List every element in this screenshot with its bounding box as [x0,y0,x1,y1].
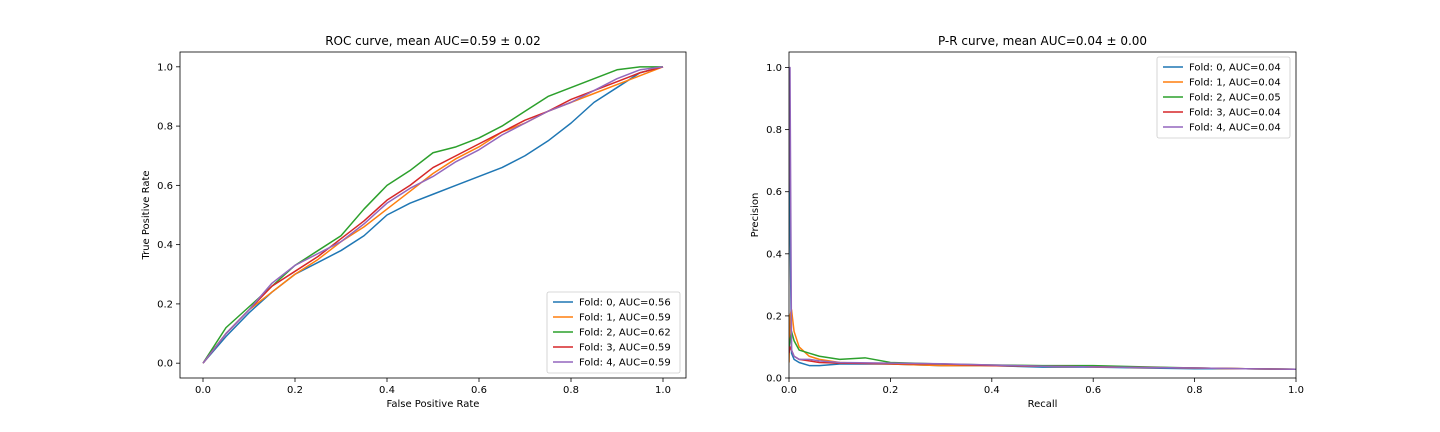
roc-x-tick-label: 0.2 [287,385,303,396]
pr-x-tick-label: 0.2 [882,385,898,396]
roc-legend-box [546,291,681,374]
roc-y-tick-label: 0.4 [157,240,173,251]
pr-legend-label: Fold: 1, AUC=0.04 [1189,78,1281,89]
roc-x-axis-label: False Positive Rate [387,399,480,410]
roc-series-line-fold-3 [202,66,664,364]
roc-x-tick-label: 0.6 [471,385,487,396]
pr-chart: 0.0 0.2 0.4 0.6 0.8 1.0 0.0 0.2 0.4 0.6 0.8 1.0 P-R … [750,34,1304,410]
pr-legend-label: Fold: 4, AUC=0.04 [1189,123,1281,134]
roc-legend-label: Fold: 0, AUC=0.56 [579,298,671,309]
roc-x-tick-label: 0.4 [379,385,395,396]
pr-y-tick-label: 0.6 [766,187,782,198]
pr-title: P-R curve, mean AUC=0.04 ± 0.00 [938,34,1147,48]
pr-y-tick-label: 0.4 [766,249,782,260]
pr-legend-box [1156,56,1291,139]
roc-chart: 0.0 0.2 0.4 0.6 0.8 1.0 0.0 0.2 0.4 0.6 0.8 1.0 ROC … [141,34,687,410]
pr-series-line-fold-4 [789,66,1296,371]
pr-y-tick-label: 0.0 [766,374,782,385]
pr-y-tick-label: 1.0 [766,63,782,74]
roc-y-tick-label: 0.8 [157,122,173,133]
pr-y-tick-label: 0.8 [766,125,782,136]
pr-y-axis-label: Precision [750,193,761,238]
roc-legend-label: Fold: 3, AUC=0.59 [579,343,671,354]
pr-axes-frame [788,51,1297,379]
roc-y-tick-label: 0.0 [157,359,173,370]
roc-legend-label: Fold: 1, AUC=0.59 [579,313,671,324]
roc-title: ROC curve, mean AUC=0.59 ± 0.02 [325,34,541,48]
pr-x-tick-label: 0.4 [984,385,1000,396]
pr-series-line-fold-1 [789,308,1296,371]
pr-y-tick-label: 0.2 [766,311,782,322]
roc-series-line-fold-2 [202,66,663,364]
pr-legend-label: Fold: 2, AUC=0.05 [1189,93,1281,104]
roc-axes-frame [179,51,687,379]
roc-series-line-fold-1 [202,66,664,364]
pr-x-tick-label: 0.6 [1085,385,1101,396]
roc-y-tick-label: 1.0 [157,62,173,73]
roc-legend-label: Fold: 4, AUC=0.59 [579,358,671,369]
roc-y-axis-label: True Positive Rate [141,170,152,260]
pr-x-tick-label: 0.0 [781,385,797,396]
pr-legend-label: Fold: 3, AUC=0.04 [1189,108,1281,119]
pr-legend: Fold: 0, AUC=0.04 Fold: 1, AUC=0.04 Fold: … [1156,56,1291,139]
pr-x-tick-label: 1.0 [1288,385,1304,396]
roc-legend-label: Fold: 2, AUC=0.62 [579,328,671,339]
roc-legend: Fold: 0, AUC=0.56 Fold: 1, AUC=0.59 Fold: … [546,291,681,374]
pr-x-axis-label: Recall [1028,399,1058,410]
roc-y-tick-label: 0.2 [157,299,173,310]
roc-series-line-fold-4 [202,66,664,364]
pr-legend-label: Fold: 0, AUC=0.04 [1189,63,1281,74]
roc-x-tick-label: 0.8 [563,385,579,396]
roc-x-tick-label: 0.0 [195,385,211,396]
roc-y-tick-label: 0.6 [157,181,173,192]
pr-x-tick-label: 0.8 [1187,385,1203,396]
roc-x-tick-label: 1.0 [655,385,671,396]
